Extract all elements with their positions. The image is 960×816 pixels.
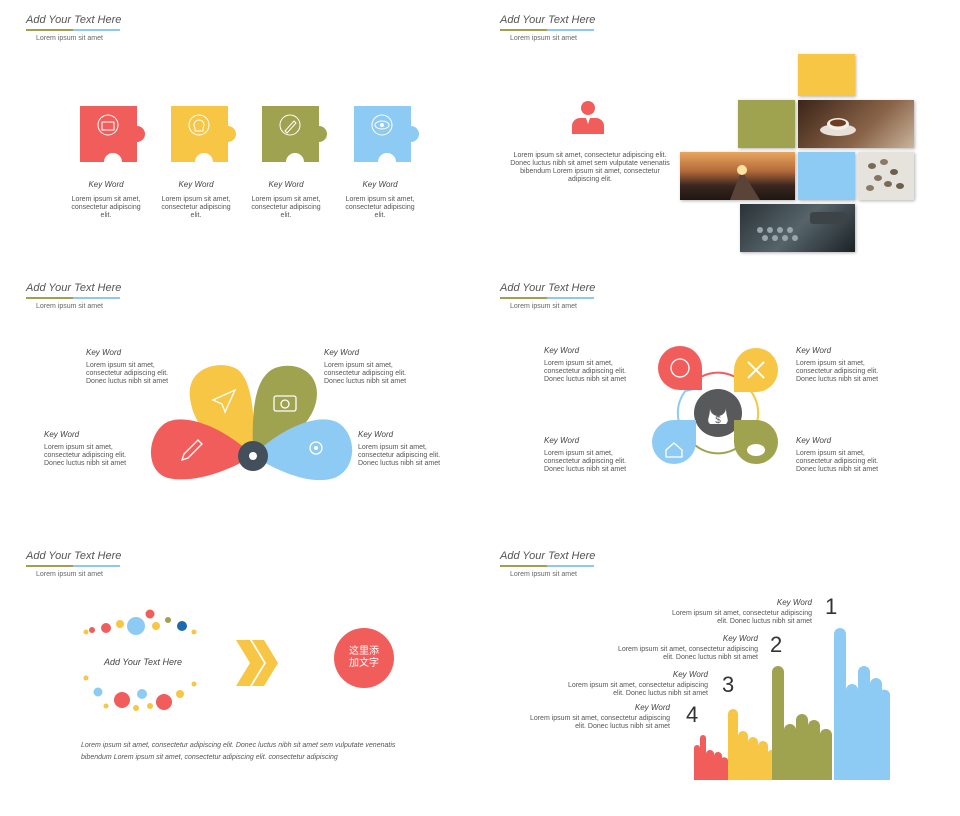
description-2: Lorem ipsum sit amet, consectetur adipis… [617,646,758,661]
blue-tile [798,152,855,200]
description-2: Lorem ipsum sit amet, consectetur adipis… [161,196,231,219]
typewriter-photo [740,204,855,252]
slide-subtitle: Lorem ipsum sit amet [510,571,577,578]
puzzle-piece-olive [262,106,327,162]
puzzle-piece-blue [354,106,419,162]
slide-subtitle: Lorem ipsum sit amet [36,303,103,310]
railway-sunset-photo [680,152,795,200]
title-underline [500,29,594,31]
slide-title: Add Your Text Here [26,550,122,562]
keyword-bottom-right: Key Word [796,436,832,445]
olive-tile [738,100,795,148]
title-underline [26,297,120,299]
description-3: Lorem ipsum sit amet, consectetur adipis… [251,196,321,219]
coffee-photo [798,100,914,148]
description-top-right: Lorem ipsum sit amet, consectetur adipis… [796,360,879,383]
slide-puzzle: Add Your Text Here Lorem ipsum sit amet … [0,0,480,272]
keyword-bottom-left: Key Word [44,430,80,439]
petal-diagram [150,365,353,481]
coffee-beans-photo [858,152,914,200]
keyword-1: Key Word [776,598,812,607]
slide-cycle-diagram: Add Your Text Here Lorem ipsum sit amet … [474,268,954,540]
double-chevron-icon [236,640,278,686]
title-underline [500,297,594,299]
rank-number-4: 4 [686,702,699,727]
slide-finger-ranking: Add Your Text Here Lorem ipsum sit amet … [474,536,954,808]
description-bottom-right: Lorem ipsum sit amet, consectetur adipis… [358,444,441,467]
keyword-3: Key Word [672,670,708,679]
keyword-1: Key Word [88,180,124,189]
keyword-3: Key Word [268,180,304,189]
keyword-bottom-right: Key Word [358,430,394,439]
slide-photo-grid: Add Your Text Here Lorem ipsum sit amet … [474,0,954,272]
description: Lorem ipsum sit amet, consectetur adipis… [510,152,670,183]
slide-title: Add Your Text Here [26,282,122,294]
person-icon [572,101,604,134]
keyword-4: Key Word [362,180,398,189]
title-underline [500,565,594,567]
keyword-top-left: Key Word [544,346,580,355]
keyword-top-left: Key Word [86,348,122,357]
description-4: Lorem ipsum sit amet, consectetur adipis… [529,715,670,730]
description-top-right: Lorem ipsum sit amet, consectetur adipis… [324,362,407,385]
description-1: Lorem ipsum sit amet, consectetur adipis… [71,196,141,219]
description-4: Lorem ipsum sit amet, consectetur adipis… [345,196,415,219]
yellow-tile [798,54,855,96]
rank-number-3: 3 [722,672,735,697]
slide-dot-ring: Add Your Text Here Lorem ipsum sit amet … [0,536,480,808]
puzzle-piece-yellow [171,106,236,162]
slide-petal-diagram: Add Your Text Here Lorem ipsum sit amet … [0,268,480,540]
keyword-bottom-left: Key Word [544,436,580,445]
title-underline [26,565,120,567]
slide-subtitle: Lorem ipsum sit amet [510,303,577,310]
keyword-top-right: Key Word [324,348,360,357]
title-underline [26,29,120,31]
slide-subtitle: Lorem ipsum sit amet [510,35,577,42]
cycle-diagram: $ [652,346,778,464]
description-bottom-left: Lorem ipsum sit amet, consectetur adipis… [44,444,127,467]
keyword-4: Key Word [634,703,670,712]
slide-title: Add Your Text Here [26,14,122,26]
label-circle-text: 这里添 加文字 [349,646,379,669]
description-top-left: Lorem ipsum sit amet, consectetur adipis… [544,360,627,383]
slide-title: Add Your Text Here [500,550,596,562]
puzzle-piece-red [80,106,145,162]
label-circle [334,628,394,688]
ring-caption: Add Your Text Here [103,657,183,667]
description-bottom-right: Lorem ipsum sit amet, consectetur adipis… [796,450,879,473]
keyword-2: Key Word [178,180,214,189]
description-3: Lorem ipsum sit amet, consectetur adipis… [567,682,708,697]
description-top-left: Lorem ipsum sit amet, consectetur adipis… [86,362,169,385]
description: Lorem ipsum sit amet, consectetur adipis… [81,742,396,761]
dot-ring [83,609,197,711]
dollar-icon: $ [715,415,721,426]
rank-number-1: 1 [825,594,838,619]
slide-title: Add Your Text Here [500,14,596,26]
slide-subtitle: Lorem ipsum sit amet [36,571,103,578]
description-1: Lorem ipsum sit amet, consectetur adipis… [671,610,812,625]
slide-title: Add Your Text Here [500,282,596,294]
keyword-top-right: Key Word [796,346,832,355]
hand-count-graphic [694,628,890,780]
rank-number-2: 2 [770,632,783,657]
slide-subtitle: Lorem ipsum sit amet [36,35,103,42]
description-bottom-left: Lorem ipsum sit amet, consectetur adipis… [544,450,627,473]
keyword-2: Key Word [722,634,758,643]
